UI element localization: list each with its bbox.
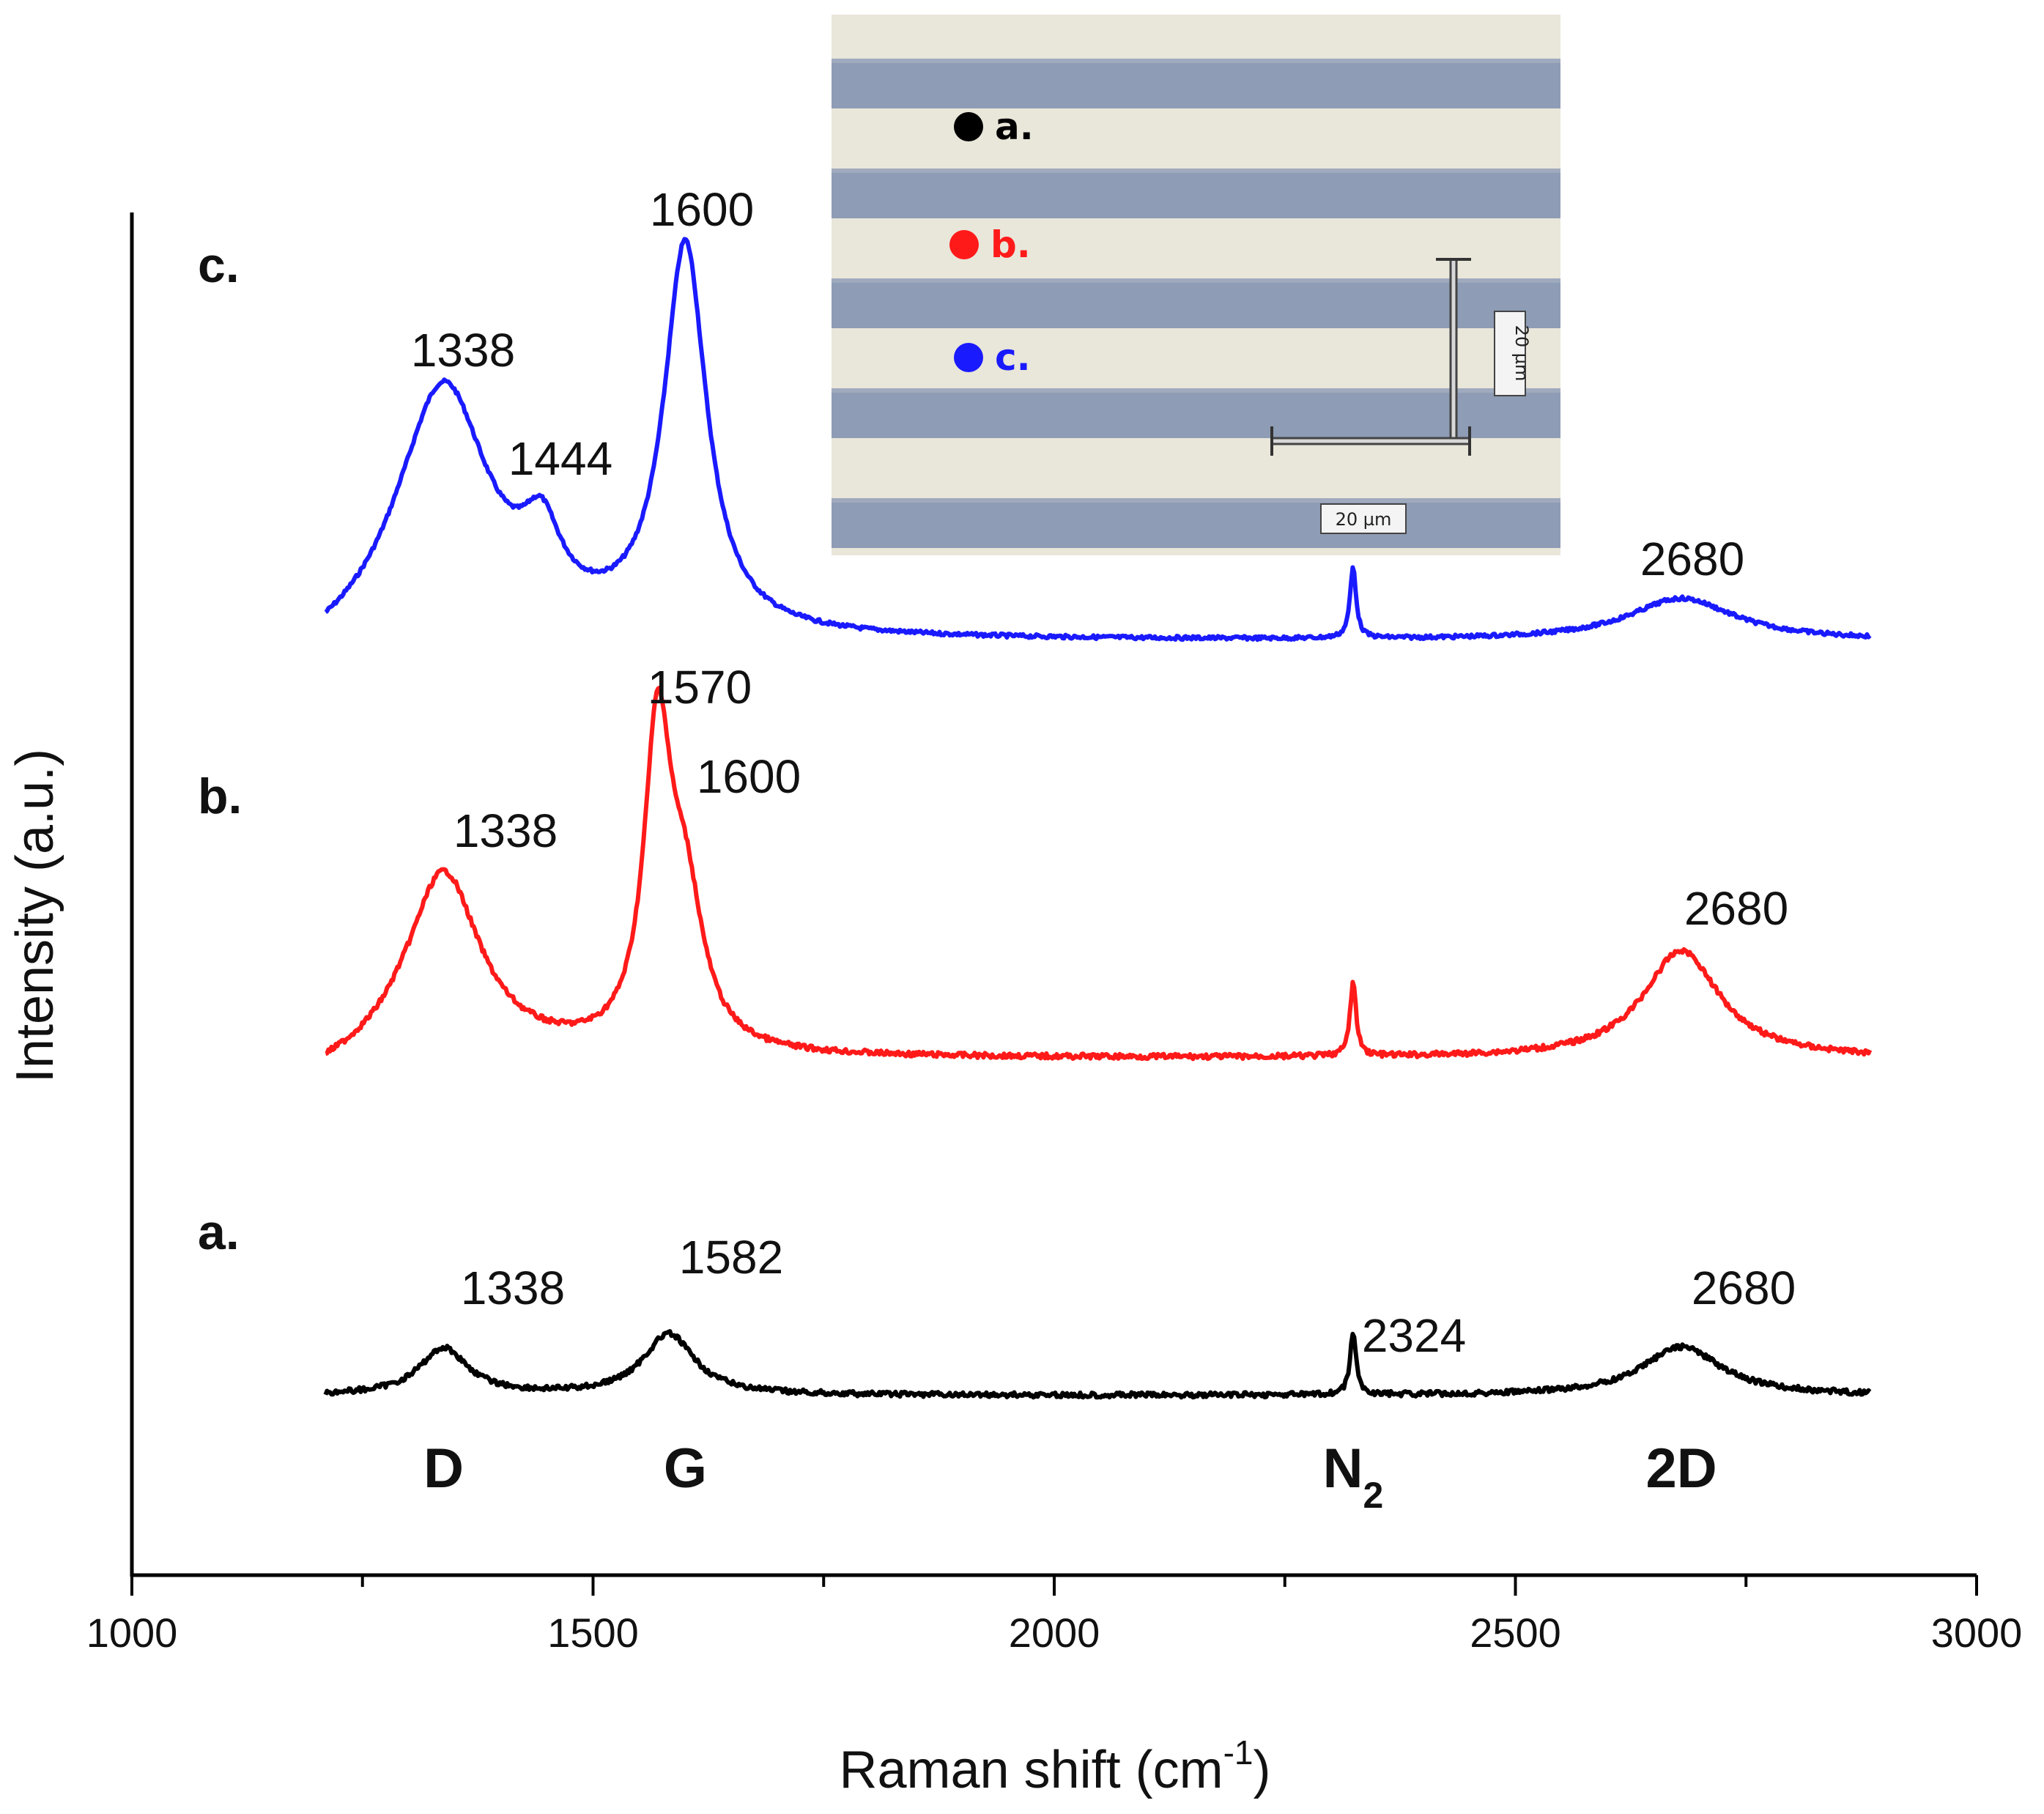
band-label: 2D <box>1646 1437 1717 1500</box>
series-line-b <box>325 685 1873 1062</box>
inset-stripe <box>832 59 1560 108</box>
x-axis-ticks: 1000 1500 2000 2500 3000 <box>86 1575 2023 1656</box>
band-label: N2 <box>1323 1437 1384 1516</box>
inset-point-marker <box>949 230 979 259</box>
peak-label: 2680 <box>1692 1262 1796 1314</box>
peak-label: 1600 <box>697 750 801 803</box>
scale-label-horizontal-box: 20 µm <box>1320 503 1407 534</box>
inset-stripe-edge <box>832 169 1560 173</box>
scale-label-horizontal: 20 µm <box>1336 509 1392 530</box>
band-label-text: N <box>1323 1437 1363 1500</box>
inset-stripe <box>832 169 1560 218</box>
scale-label-vertical: 20 µm <box>1511 325 1532 382</box>
x-tick-label: 2000 <box>1009 1610 1100 1656</box>
inset-stripe-edge <box>832 278 1560 283</box>
inset-stripe <box>832 498 1560 548</box>
x-axis-title: Raman shift (cm-1) <box>840 1733 1271 1799</box>
inset-points: a. b. c. <box>949 105 1034 379</box>
peak-label: 1600 <box>650 183 754 236</box>
spectra-lines <box>323 237 1873 1400</box>
inset-stripe-edge <box>832 59 1560 63</box>
band-label-text: 2D <box>1646 1437 1717 1500</box>
x-axis-title-end: ) <box>1254 1741 1271 1799</box>
inset-point-label: a. <box>995 105 1034 148</box>
x-tick-label: 1000 <box>86 1610 178 1656</box>
peak-label: 1338 <box>453 804 558 857</box>
x-tick-label: 3000 <box>1931 1610 2023 1656</box>
peak-label: 1582 <box>679 1231 783 1284</box>
scale-bar-horizontal <box>1270 426 1471 456</box>
inset-point-marker <box>954 343 983 372</box>
series-label: a. <box>198 1204 240 1260</box>
band-label: G <box>664 1437 707 1500</box>
band-label-text: G <box>664 1437 707 1500</box>
series-label: b. <box>198 769 242 824</box>
inset-stripe <box>832 388 1560 438</box>
band-label: D <box>423 1437 464 1500</box>
x-axis-title-sup: -1 <box>1223 1733 1254 1772</box>
inset-stripe-edge <box>832 388 1560 393</box>
inset-stripe <box>832 828 1560 878</box>
y-axis-title: Intensity (a.u.) <box>6 749 64 1083</box>
band-label-text: D <box>423 1437 464 1500</box>
inset-stripe-edge <box>832 498 1560 503</box>
peak-label: 1338 <box>461 1262 565 1314</box>
series-line-a <box>323 1329 1872 1400</box>
peak-label: 1444 <box>508 432 612 485</box>
inset-stripe-edge <box>832 608 1560 612</box>
peak-label: 1570 <box>648 661 752 714</box>
x-axis-title-main: Raman shift (cm <box>840 1741 1223 1799</box>
peak-label: 2680 <box>1684 882 1788 935</box>
series-line-c <box>324 237 1872 643</box>
inset-stripes <box>832 59 1560 878</box>
inset-point-marker <box>954 112 983 141</box>
inset-stripe <box>832 278 1560 328</box>
scale-label-vertical-box: 20 µm <box>1494 311 1532 396</box>
peak-label: 1338 <box>411 324 515 377</box>
inset-stripe-edge <box>832 828 1560 832</box>
chart-labels: c. b. a. 1338 1444 1600 2680 1338 1570 1600 2680 13… <box>198 183 1796 1516</box>
inset-micrograph: a. b. c. 20 µm 20 µm <box>832 15 1560 878</box>
inset-stripe <box>832 718 1560 768</box>
peak-label: 2680 <box>1640 533 1744 585</box>
inset-point-label: b. <box>990 223 1031 266</box>
x-tick-label: 2500 <box>1470 1610 1561 1656</box>
series-label: c. <box>198 237 240 293</box>
band-label-subscript: 2 <box>1363 1475 1383 1516</box>
peak-label: 2324 <box>1362 1309 1466 1362</box>
inset-point-label: c. <box>995 336 1031 379</box>
inset-stripe-edge <box>832 718 1560 722</box>
x-tick-label: 1500 <box>547 1610 639 1656</box>
